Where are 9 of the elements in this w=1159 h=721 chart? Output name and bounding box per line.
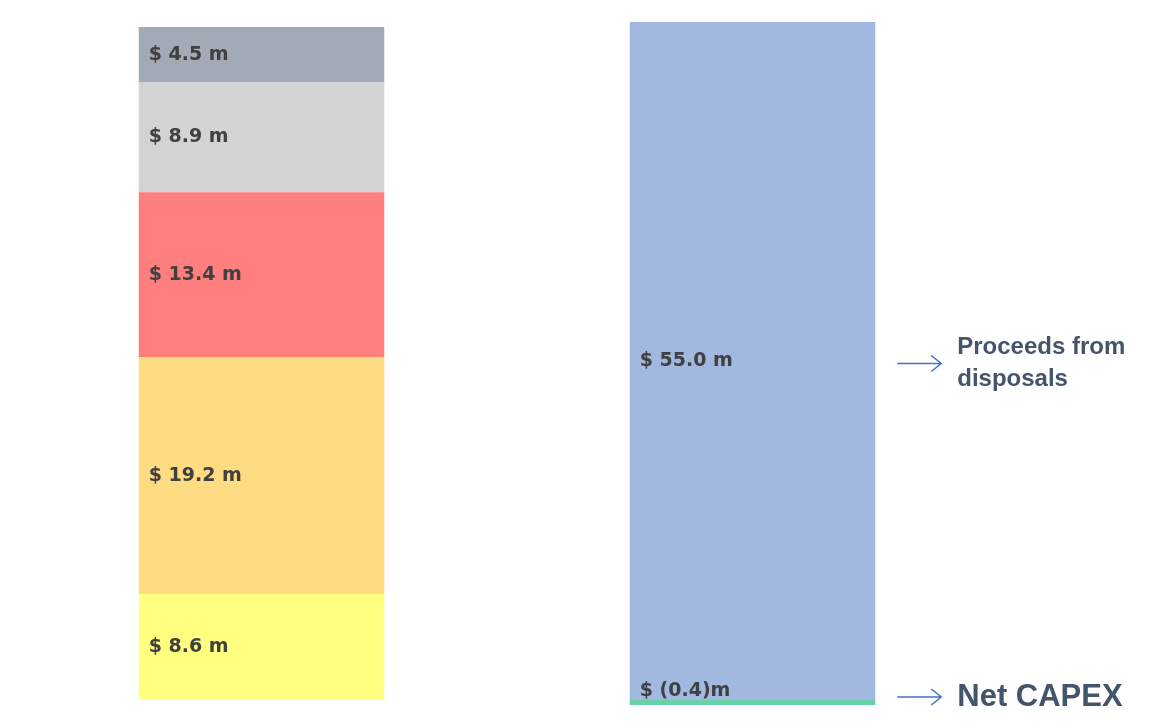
data-label: $ 8.6 m: [148, 633, 229, 656]
data-label: $ (0.4)m: [639, 677, 731, 700]
data-label: $ 8.9 m: [148, 124, 229, 147]
data-label: $ 19.2 m: [148, 462, 242, 485]
data-label: $ 13.4 m: [148, 261, 242, 284]
data-label: $ 4.5 m: [148, 41, 229, 64]
data-label: $ 55.0 m: [639, 347, 733, 370]
annotation: Net CAPEX: [957, 677, 1123, 713]
annotation: Proceeds from disposals: [957, 332, 1126, 392]
